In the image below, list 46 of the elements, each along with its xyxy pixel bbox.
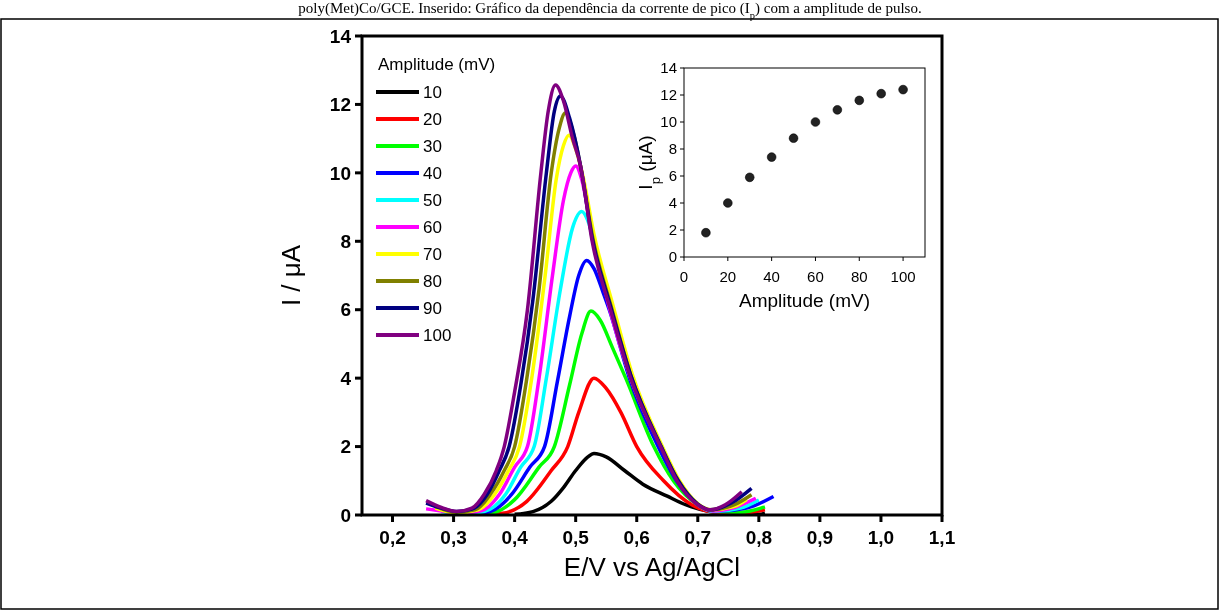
legend-label: 90	[423, 298, 442, 318]
x-tick-label: 0,2	[379, 527, 406, 548]
x-tick-label: 0,3	[440, 527, 467, 548]
y-tick-label: 8	[340, 230, 351, 252]
x-tick-label: 0,9	[806, 527, 834, 548]
legend-label: 60	[423, 217, 442, 237]
y-tick-label: 4	[668, 194, 677, 212]
x-tick-label: 1,1	[928, 527, 956, 548]
x-axis-title: Amplitude (mV)	[739, 290, 870, 311]
y-tick-label: 8	[668, 140, 677, 158]
y-tick-label: 2	[340, 436, 351, 458]
x-tick-label: 100	[890, 268, 916, 285]
y-tick-label: 6	[668, 167, 677, 185]
x-tick-label: 0,7	[684, 527, 711, 548]
text: poly(Met)Co/GCE. Inserido: Gráfico da dependência da corrente de pico (I$_{p}$) com a amplitude de pulso.	[298, 0, 922, 21]
legend-label: 30	[423, 136, 442, 156]
legend-label: 40	[423, 163, 442, 183]
y-axis-title: I / μA	[276, 244, 306, 307]
x-tick-label: 0,5	[562, 527, 590, 548]
x-tick-label: 1,0	[867, 527, 895, 548]
x-tick-label: 0,6	[623, 527, 650, 548]
y-tick-label: 14	[660, 59, 677, 77]
y-tick-label: 0	[668, 248, 677, 266]
y-tick-label: 12	[329, 94, 351, 116]
y-tick-label: 4	[340, 367, 352, 389]
x-tick-label: 0,8	[745, 527, 773, 548]
x-tick-label: 40	[763, 268, 780, 285]
legend-label: 70	[423, 244, 442, 264]
y-tick-label: 10	[329, 162, 351, 184]
y-tick-label: 6	[340, 299, 351, 321]
x-tick-label: 60	[807, 268, 824, 285]
legend-title: Amplitude (mV)	[378, 55, 496, 74]
x-axis-title: E/V vs Ag/AgCl	[563, 552, 741, 582]
y-tick-label: 2	[668, 221, 677, 239]
legend-label: 50	[423, 190, 442, 210]
y-tick-label: 0	[340, 504, 351, 526]
x-tick-label: 80	[850, 268, 868, 285]
y-tick-label: 12	[660, 86, 677, 104]
legend-label: 100	[423, 325, 452, 345]
legend-label: 20	[423, 109, 442, 129]
y-tick-label: 10	[660, 113, 677, 131]
x-tick-label: 0	[679, 268, 689, 285]
legend-label: 10	[423, 82, 442, 102]
x-tick-label: 20	[719, 268, 737, 285]
y-tick-label: 14	[329, 25, 352, 47]
x-tick-label: 0,4	[501, 527, 529, 548]
